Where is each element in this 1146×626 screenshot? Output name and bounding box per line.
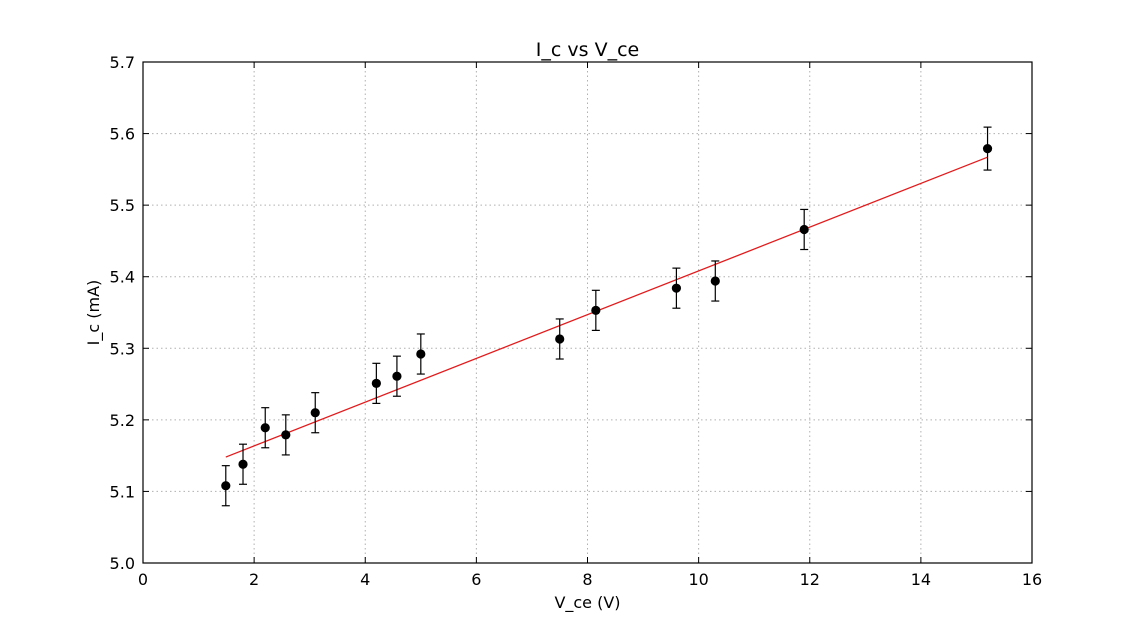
- point-marker: [799, 224, 809, 235]
- point-marker: [371, 378, 381, 388]
- x-tick-label: 10: [688, 570, 708, 589]
- y-tick-label: 5.4: [110, 268, 135, 287]
- data-point: [392, 355, 402, 397]
- point-marker: [281, 430, 291, 440]
- data-point: [281, 414, 291, 456]
- x-tick-label: 2: [249, 570, 259, 589]
- y-tick-label: 5.3: [110, 339, 135, 358]
- x-tick-label: 4: [360, 570, 370, 589]
- data-point: [671, 267, 682, 309]
- plot-frame: [142, 61, 1033, 564]
- data-point: [982, 126, 993, 171]
- data-point: [260, 407, 270, 449]
- point-marker: [392, 371, 402, 381]
- point-marker: [591, 305, 601, 315]
- data-point: [799, 208, 809, 251]
- chart-title: I_c vs V_ce: [536, 39, 639, 61]
- point-marker: [310, 408, 320, 418]
- x-axis-label: V_ce (V): [554, 593, 620, 613]
- x-tick-label: 8: [582, 570, 592, 589]
- point-marker: [221, 481, 231, 491]
- x-tick-label: 0: [138, 570, 148, 589]
- grid-layer: [143, 62, 1032, 563]
- x-tick-label: 6: [471, 570, 481, 589]
- y-tick-label: 5.6: [110, 125, 135, 144]
- point-marker: [982, 144, 993, 154]
- point-marker: [238, 459, 248, 469]
- data-point: [591, 289, 601, 331]
- y-tick-label: 5.5: [110, 196, 135, 215]
- data-point: [371, 362, 381, 404]
- y-axis-label: I_c (mA): [84, 280, 104, 346]
- x-tick-label: 12: [800, 570, 820, 589]
- data-point: [238, 443, 248, 485]
- data-point: [710, 260, 720, 302]
- point-marker: [260, 423, 270, 433]
- x-tick-label: 14: [911, 570, 931, 589]
- point-marker: [555, 334, 565, 344]
- point-marker: [710, 276, 720, 286]
- x-tick-label: 16: [1022, 570, 1042, 589]
- tick-layer: 0 2 4 6 8 10 12 14 16 5.0 5.1 5.2 5.3 5.4 5.5 5.6 5.7: [110, 53, 1043, 589]
- fit-line: [225, 156, 988, 458]
- data-point: [555, 318, 565, 360]
- point-layer: [221, 126, 993, 507]
- y-tick-label: 5.1: [110, 482, 135, 501]
- point-marker: [416, 349, 426, 359]
- point-marker: [671, 283, 682, 293]
- y-tick-label: 5.7: [110, 53, 135, 72]
- data-point: [310, 392, 320, 434]
- y-tick-label: 5.0: [110, 554, 135, 573]
- data-point: [221, 465, 231, 507]
- data-point: [416, 333, 426, 375]
- y-tick-label: 5.2: [110, 411, 135, 430]
